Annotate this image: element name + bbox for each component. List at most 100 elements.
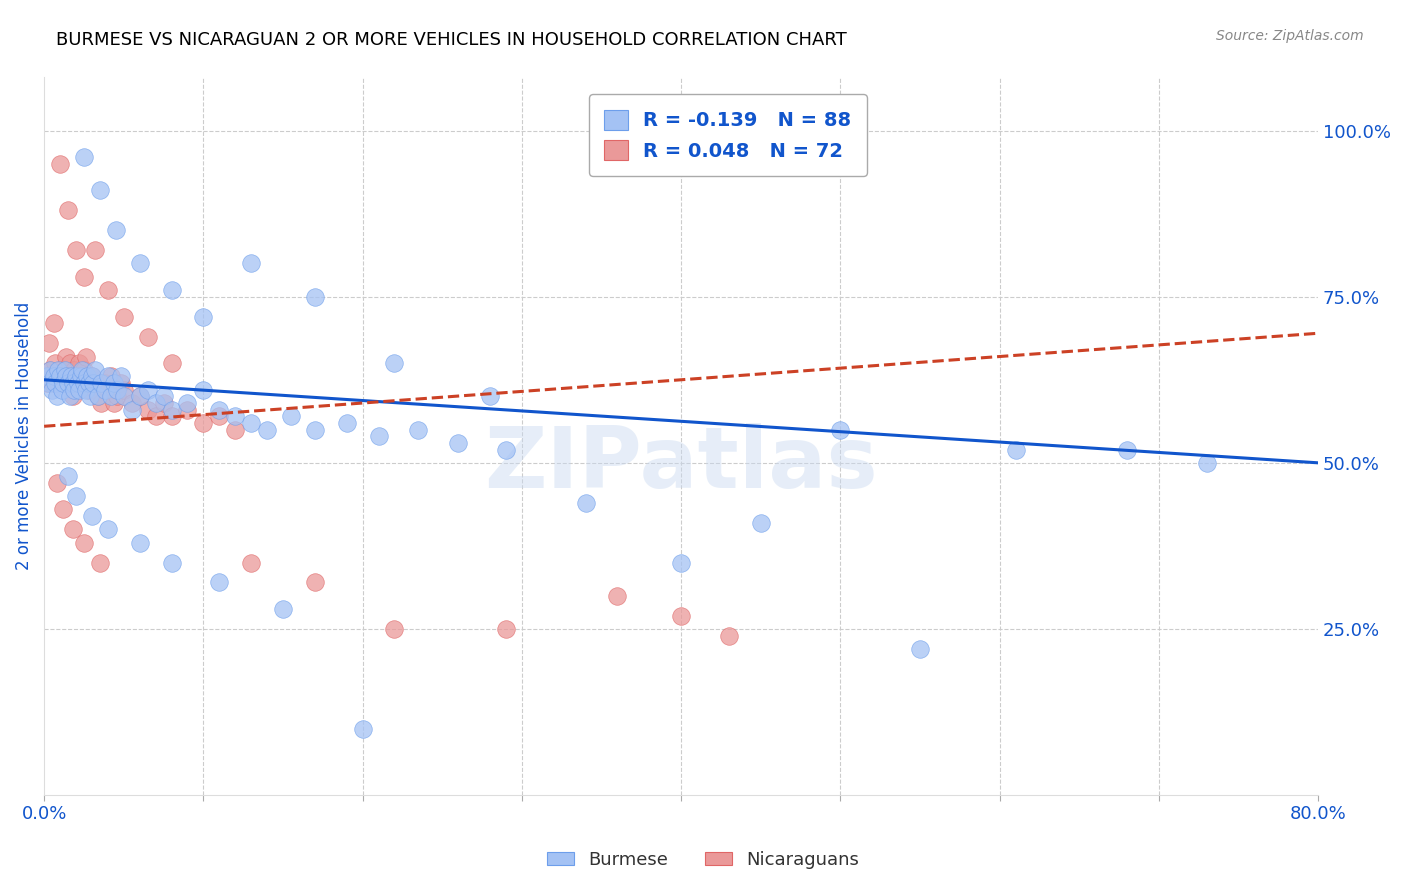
Point — [408, 423, 430, 437]
Point — [669, 556, 692, 570]
Point — [53, 363, 76, 377]
Point — [55, 369, 77, 384]
Point — [193, 416, 215, 430]
Point — [160, 402, 183, 417]
Point — [77, 383, 100, 397]
Point — [56, 203, 79, 218]
Point — [145, 396, 167, 410]
Point — [830, 423, 852, 437]
Point — [77, 376, 100, 390]
Point — [52, 502, 75, 516]
Point — [80, 508, 103, 523]
Point — [65, 489, 87, 503]
Point — [110, 369, 132, 384]
Point — [38, 376, 60, 390]
Point — [80, 369, 103, 384]
Point — [1116, 442, 1139, 457]
Point — [49, 369, 72, 384]
Point — [256, 423, 278, 437]
Point — [87, 389, 110, 403]
Point — [136, 383, 159, 397]
Point — [112, 389, 135, 403]
Point — [669, 608, 692, 623]
Point — [93, 376, 115, 390]
Point — [240, 556, 263, 570]
Point — [128, 389, 150, 403]
Legend: R = -0.139   N = 88, R = 0.048   N = 72: R = -0.139 N = 88, R = 0.048 N = 72 — [589, 95, 868, 177]
Point — [39, 363, 62, 377]
Point — [105, 383, 128, 397]
Point — [60, 369, 83, 384]
Point — [90, 396, 112, 410]
Point — [208, 575, 231, 590]
Point — [65, 243, 87, 257]
Point — [749, 516, 772, 530]
Point — [240, 416, 263, 430]
Point — [52, 376, 75, 390]
Point — [79, 389, 101, 403]
Point — [45, 369, 67, 384]
Point — [176, 402, 198, 417]
Point — [105, 389, 128, 403]
Point — [128, 389, 150, 403]
Point — [44, 376, 66, 390]
Point — [48, 363, 70, 377]
Point — [73, 376, 96, 390]
Point — [908, 641, 931, 656]
Point — [97, 383, 120, 397]
Point — [160, 556, 183, 570]
Y-axis label: 2 or more Vehicles in Household: 2 or more Vehicles in Household — [15, 302, 32, 570]
Point — [75, 383, 97, 397]
Point — [42, 369, 65, 384]
Point — [73, 150, 96, 164]
Point — [89, 556, 111, 570]
Point — [69, 369, 91, 384]
Point — [82, 376, 104, 390]
Point — [52, 376, 75, 390]
Point — [121, 402, 143, 417]
Point — [60, 376, 83, 390]
Point — [367, 429, 389, 443]
Point — [66, 376, 89, 390]
Point — [89, 183, 111, 197]
Point — [84, 243, 107, 257]
Point — [39, 363, 62, 377]
Text: BURMESE VS NICARAGUAN 2 OR MORE VEHICLES IN HOUSEHOLD CORRELATION CHART: BURMESE VS NICARAGUAN 2 OR MORE VEHICLES… — [56, 31, 846, 49]
Point — [41, 383, 63, 397]
Point — [56, 376, 79, 390]
Point — [62, 376, 84, 390]
Point — [48, 376, 70, 390]
Point — [717, 629, 740, 643]
Point — [67, 383, 90, 397]
Point — [76, 376, 98, 390]
Point — [103, 396, 125, 410]
Point — [69, 369, 91, 384]
Point — [58, 389, 80, 403]
Point — [37, 369, 59, 384]
Point — [336, 416, 359, 430]
Point — [304, 290, 326, 304]
Point — [58, 356, 80, 370]
Point — [304, 423, 326, 437]
Point — [152, 389, 174, 403]
Point — [62, 389, 84, 403]
Point — [128, 256, 150, 270]
Point — [208, 402, 231, 417]
Point — [80, 369, 103, 384]
Point — [42, 316, 65, 330]
Point — [100, 389, 122, 403]
Point — [55, 350, 77, 364]
Point — [224, 423, 246, 437]
Point — [193, 383, 215, 397]
Point — [56, 469, 79, 483]
Point — [97, 369, 120, 384]
Point — [65, 369, 87, 384]
Point — [87, 389, 110, 403]
Point — [97, 283, 120, 297]
Text: ZIPatlas: ZIPatlas — [484, 424, 877, 507]
Point — [63, 383, 86, 397]
Point — [193, 310, 215, 324]
Point — [136, 402, 159, 417]
Point — [208, 409, 231, 424]
Point — [352, 722, 374, 736]
